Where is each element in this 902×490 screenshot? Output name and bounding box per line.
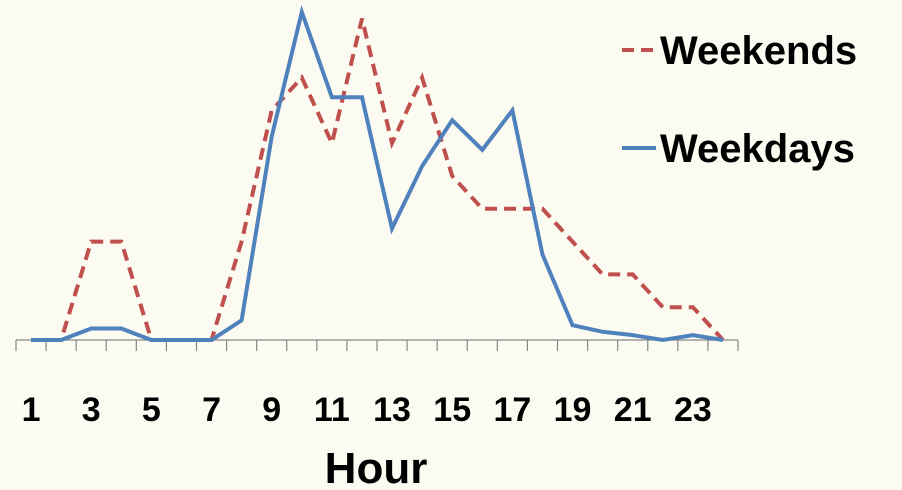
legend: Weekends Weekdays [622, 29, 857, 171]
x-axis-title: Hour [325, 444, 428, 490]
x-tick-label: 17 [493, 391, 531, 429]
x-tick-labels: 1 3 5 7 9 11 13 15 17 19 21 23 [22, 391, 712, 429]
legend-label-weekdays: Weekdays [660, 127, 855, 171]
x-tick-label: 15 [433, 391, 471, 429]
x-tick-label: 3 [82, 391, 101, 429]
x-axis [15, 339, 739, 351]
x-tick-label: 7 [202, 391, 221, 429]
legend-label-weekends: Weekends [660, 29, 857, 73]
x-tick-label: 9 [262, 391, 281, 429]
x-tick-label: 21 [614, 391, 652, 429]
x-tick-label: 1 [22, 391, 41, 429]
x-tick-label: 19 [554, 391, 592, 429]
series-lines [31, 4, 725, 343]
x-tick-label: 23 [674, 391, 712, 429]
series-line-weekdays [31, 4, 724, 343]
series-line-weekends [31, 18, 725, 342]
x-tick-label: 13 [373, 391, 411, 429]
x-tick-label: 11 [314, 391, 350, 429]
x-tick-label: 5 [142, 391, 161, 429]
